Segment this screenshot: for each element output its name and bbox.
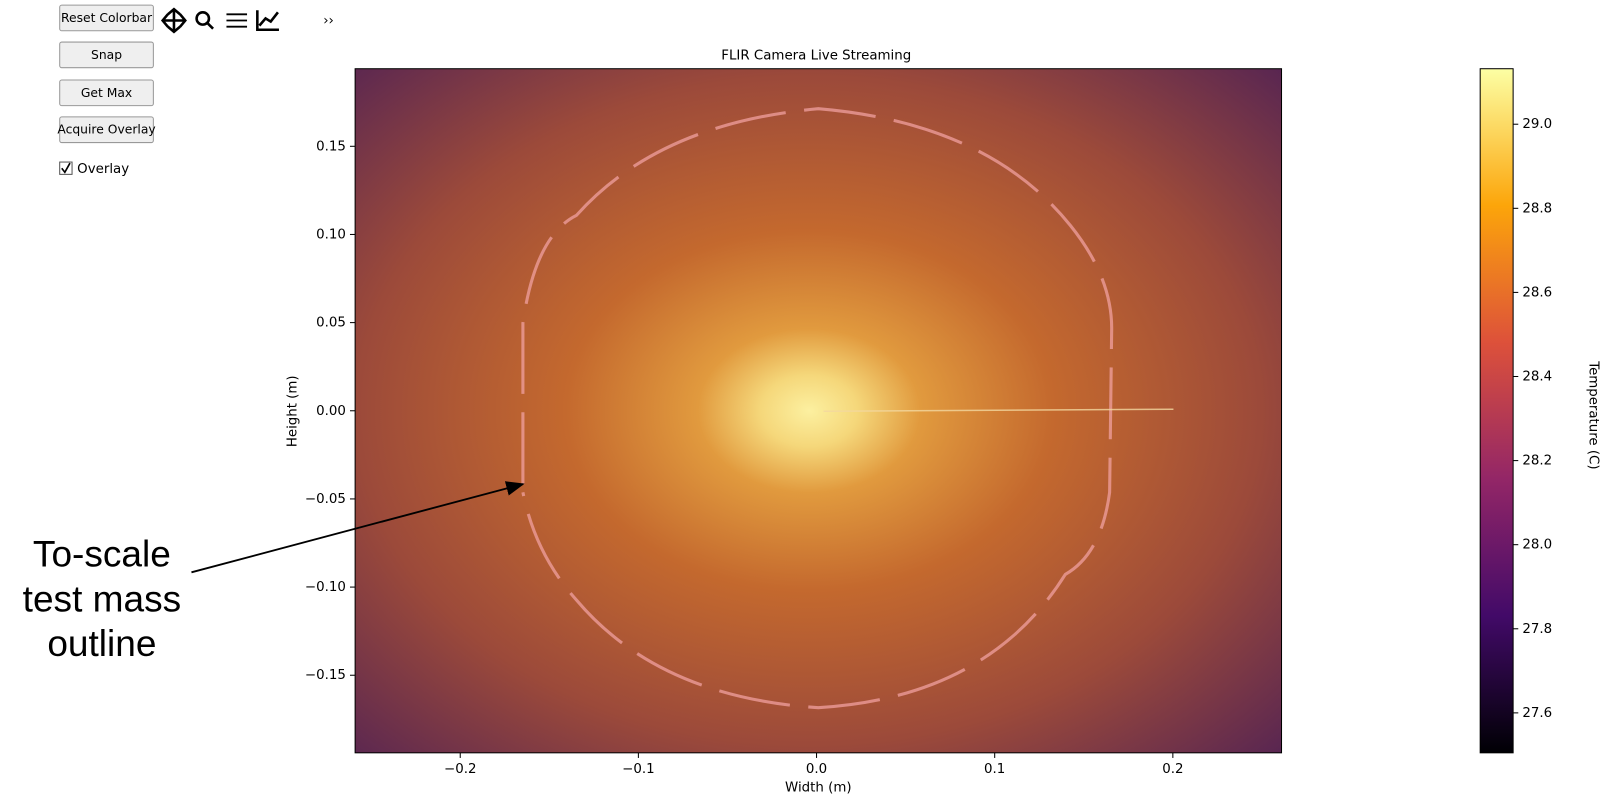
annotation-text: To-scale — [33, 534, 171, 575]
chart-title: FLIR Camera Live Streaming — [721, 48, 911, 63]
colorbar-tick-label: 28.2 — [1522, 454, 1552, 469]
x-tick-label: −0.2 — [444, 762, 476, 777]
colorbar-tick-label: 28.0 — [1522, 538, 1552, 553]
config-icon[interactable] — [226, 14, 247, 26]
y-tick-label: 0.15 — [316, 139, 346, 154]
button[interactable]: Snap — [60, 42, 154, 68]
y-tick-label: −0.10 — [305, 580, 346, 595]
x-tick-label: 0.0 — [806, 762, 827, 777]
y-axis-label: Height (m) — [285, 375, 300, 447]
colorbar-label: Temperature (C) — [1585, 360, 1600, 469]
toolbar-more[interactable]: ›› — [323, 14, 334, 29]
colorbar-tick-label: 28.8 — [1522, 201, 1552, 216]
annotation-text: test mass — [23, 578, 181, 619]
button-label[interactable]: Acquire Overlay — [57, 123, 155, 137]
colorbar-tick-label: 29.0 — [1522, 117, 1552, 132]
edit-icon[interactable] — [257, 10, 279, 29]
x-axis-label: Width (m) — [785, 781, 852, 796]
colorbar-tick-label: 28.4 — [1522, 370, 1552, 385]
colorbar-tick-label: 27.6 — [1522, 706, 1552, 721]
x-tick-label: 0.2 — [1162, 762, 1183, 777]
pan-icon[interactable] — [163, 9, 186, 32]
colorbar-tick-label: 28.6 — [1522, 285, 1552, 300]
x-tick-label: 0.1 — [984, 762, 1005, 777]
colorbar-tick-label: 27.8 — [1522, 622, 1552, 637]
zoom-handle — [207, 23, 213, 29]
y-tick-label: 0.05 — [316, 316, 346, 331]
heatmap-image — [355, 69, 1281, 753]
checkbox-label[interactable]: Overlay — [77, 162, 129, 177]
app: ›› Reset Colorbar Snap Get Max Acquire Over… — [0, 0, 1614, 800]
y-tick-label: −0.05 — [305, 492, 346, 507]
y-tick-label: 0.10 — [316, 227, 346, 242]
button[interactable]: Get Max — [60, 80, 154, 106]
button-label[interactable]: Get Max — [81, 86, 132, 100]
colorbar — [1480, 69, 1513, 753]
button[interactable]: Acquire Overlay — [57, 117, 155, 143]
button-label[interactable]: Snap — [91, 48, 122, 62]
annotation-text: outline — [47, 623, 156, 664]
x-tick-label: −0.1 — [622, 762, 654, 777]
button[interactable]: Reset Colorbar — [60, 5, 154, 31]
y-tick-label: 0.00 — [316, 404, 346, 419]
button-label[interactable]: Reset Colorbar — [61, 11, 153, 25]
toolbar-icons[interactable] — [163, 9, 279, 32]
y-tick-label: −0.15 — [305, 668, 346, 683]
